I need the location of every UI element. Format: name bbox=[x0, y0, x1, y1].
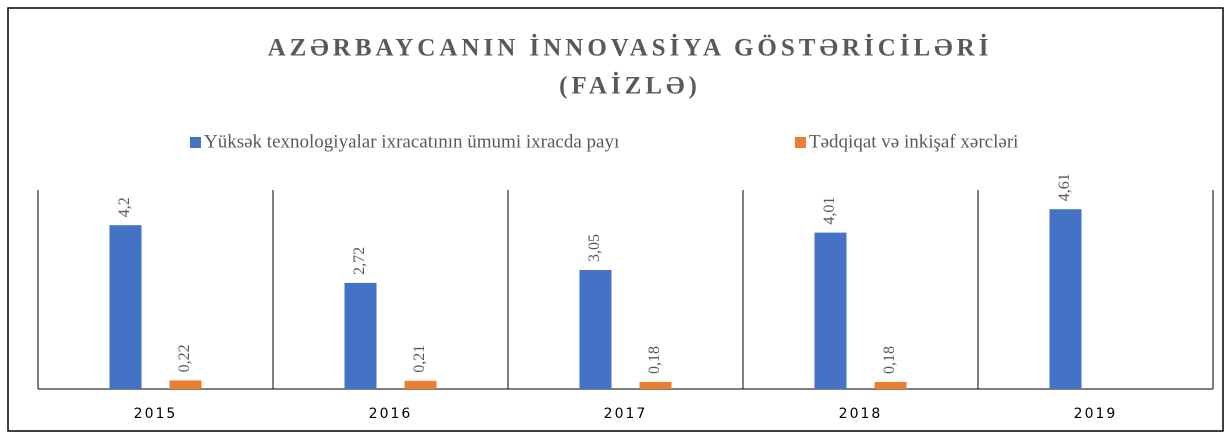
data-label: 4,61 bbox=[1056, 173, 1073, 201]
bar bbox=[344, 282, 377, 389]
bar bbox=[404, 380, 437, 389]
bar bbox=[874, 381, 907, 389]
data-label: 4,2 bbox=[116, 197, 133, 217]
legend-label: Yüksək texnologiyalar ixracatının ümumi … bbox=[204, 131, 619, 152]
bar bbox=[169, 380, 202, 389]
data-label: 0,18 bbox=[881, 346, 898, 374]
legend-swatch bbox=[795, 137, 806, 148]
bar bbox=[1049, 209, 1082, 389]
bar bbox=[814, 232, 847, 389]
data-label: 0,21 bbox=[411, 345, 428, 373]
legend-label: Tədqiqat və inkişaf xərcləri bbox=[809, 131, 1018, 152]
chart-title: (FAİZLƏ) bbox=[559, 72, 701, 100]
chart-border bbox=[7, 7, 1224, 432]
bar bbox=[639, 381, 672, 389]
x-tick-label: 2016 bbox=[369, 406, 413, 422]
bar bbox=[109, 225, 142, 389]
chart-title: AZƏRBAYCANIN İNNOVASİYA GÖSTƏRİCİLƏRİ bbox=[268, 34, 993, 62]
x-tick-label: 2015 bbox=[134, 406, 178, 422]
data-label: 0,22 bbox=[176, 344, 193, 372]
x-tick-label: 2017 bbox=[604, 406, 648, 422]
bar bbox=[579, 270, 612, 389]
data-label: 0,18 bbox=[646, 346, 663, 374]
data-label: 4,01 bbox=[821, 197, 838, 225]
data-label: 2,72 bbox=[351, 247, 368, 275]
x-tick-label: 2018 bbox=[839, 406, 883, 422]
legend-swatch bbox=[190, 137, 201, 148]
data-label: 3,05 bbox=[586, 234, 603, 262]
x-tick-label: 2019 bbox=[1074, 406, 1118, 422]
